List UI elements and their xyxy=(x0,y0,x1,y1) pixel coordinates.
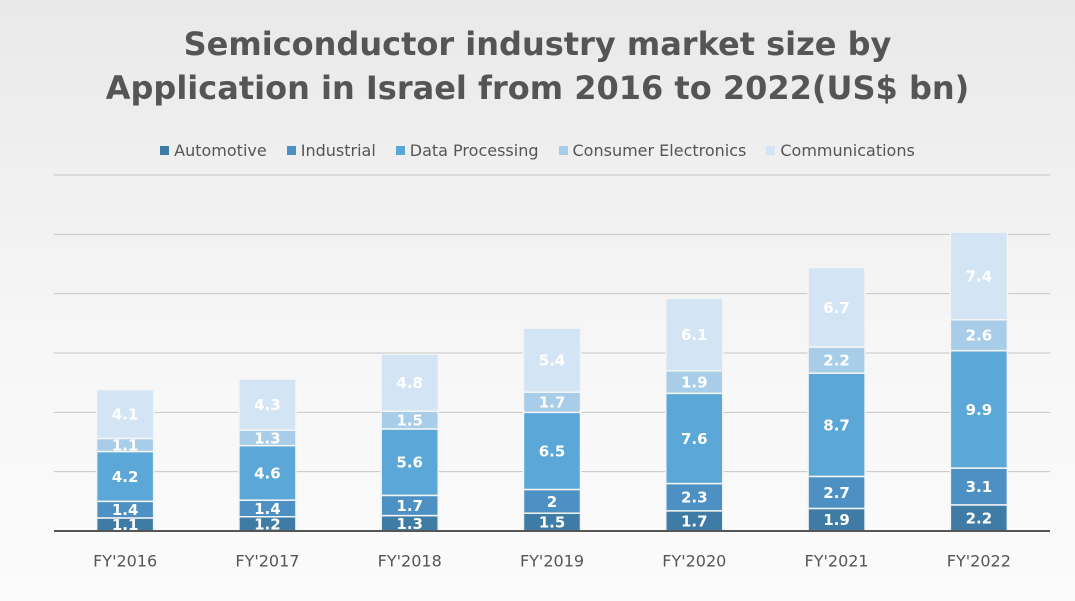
bar-segment xyxy=(807,475,866,510)
bar-segment xyxy=(949,349,1009,469)
bar-segment xyxy=(380,428,439,497)
data-label: 1.5 xyxy=(539,514,566,532)
data-label: 8.7 xyxy=(823,416,850,434)
title-line: Semiconductor industry market size by xyxy=(183,25,892,63)
legend-item: Industrial xyxy=(286,141,376,160)
data-label: 1.4 xyxy=(112,501,139,519)
x-tick-label: FY'2022 xyxy=(947,552,1011,571)
data-label: 1.3 xyxy=(396,515,423,533)
chart-title: Semiconductor industry market size by Ap… xyxy=(0,22,1075,110)
data-label: 2.3 xyxy=(681,489,708,507)
bar-segment xyxy=(949,467,1009,506)
bar-segment xyxy=(807,266,866,348)
title-line: Application in Israel from 2016 to 2022(… xyxy=(105,69,970,107)
legend-swatch xyxy=(395,146,405,155)
data-label: 6.7 xyxy=(823,299,850,317)
legend-label: Industrial xyxy=(300,141,376,160)
data-label: 1.2 xyxy=(254,515,281,533)
data-label: 4.3 xyxy=(254,396,281,414)
data-label: 7.6 xyxy=(681,430,708,448)
data-label: 2.6 xyxy=(966,327,993,345)
data-label: 1.5 xyxy=(396,412,423,430)
legend-label: Consumer Electronics xyxy=(572,141,747,160)
data-label: 1.9 xyxy=(823,511,850,529)
data-label: 1.7 xyxy=(396,497,423,515)
data-label: 1.7 xyxy=(681,512,708,530)
data-label: 1.7 xyxy=(539,394,566,412)
data-label: 2.7 xyxy=(823,484,850,502)
data-label: 1.9 xyxy=(681,374,708,392)
data-label: 5.4 xyxy=(539,352,566,370)
data-label: 4.8 xyxy=(396,374,423,392)
bar-segment xyxy=(665,392,724,485)
data-label: 2 xyxy=(547,493,557,511)
legend-label: Automotive xyxy=(174,141,267,160)
x-tick-label: FY'2019 xyxy=(520,552,584,571)
legend-swatch xyxy=(160,146,170,155)
bar-segment xyxy=(238,378,297,431)
bar-segment xyxy=(949,319,1009,352)
bar-segment xyxy=(665,297,724,372)
data-label: 5.6 xyxy=(396,454,423,472)
bar-segment xyxy=(522,327,582,393)
data-label: 1.4 xyxy=(254,500,281,518)
bar-segment xyxy=(522,411,582,491)
data-label: 6.1 xyxy=(681,326,708,344)
legend-item: Automotive xyxy=(160,141,267,160)
legend-item: Data Processing xyxy=(395,141,539,160)
data-label: 9.9 xyxy=(966,401,993,419)
data-label: 4.1 xyxy=(112,406,139,424)
x-tick-label: FY'2021 xyxy=(805,552,869,571)
legend-swatch xyxy=(766,146,776,155)
data-label: 1.1 xyxy=(112,436,139,454)
data-label: 7.4 xyxy=(966,267,993,285)
bar-segment xyxy=(238,444,297,501)
data-label: 1.3 xyxy=(254,429,281,447)
data-label: 4.2 xyxy=(112,468,139,486)
legend-swatch xyxy=(286,146,296,155)
data-label: 2.2 xyxy=(966,509,993,527)
bar-segment xyxy=(949,231,1009,321)
legend-label: Data Processing xyxy=(409,141,539,160)
x-tick-label: FY'2017 xyxy=(235,552,299,571)
legend-swatch xyxy=(558,146,568,155)
x-tick-label: FY'2018 xyxy=(378,552,442,571)
legend: Automotive Industrial Data Processing Consu… xyxy=(0,141,1075,160)
legend-item: Consumer Electronics xyxy=(558,141,747,160)
x-tick-label: FY'2016 xyxy=(93,552,157,571)
legend-label: Communications xyxy=(780,141,915,160)
data-label: 2.2 xyxy=(823,352,850,370)
x-tick-label: FY'2020 xyxy=(662,552,726,571)
bar-segment xyxy=(807,372,866,478)
data-label: 1.1 xyxy=(112,516,139,534)
bar-segment xyxy=(380,353,439,412)
bar-segment xyxy=(665,482,724,512)
data-label: 6.5 xyxy=(539,442,566,460)
data-label: 4.6 xyxy=(254,464,281,482)
legend-item: Communications xyxy=(766,141,915,160)
bar-segment xyxy=(95,389,155,440)
data-label: 3.1 xyxy=(966,478,993,496)
